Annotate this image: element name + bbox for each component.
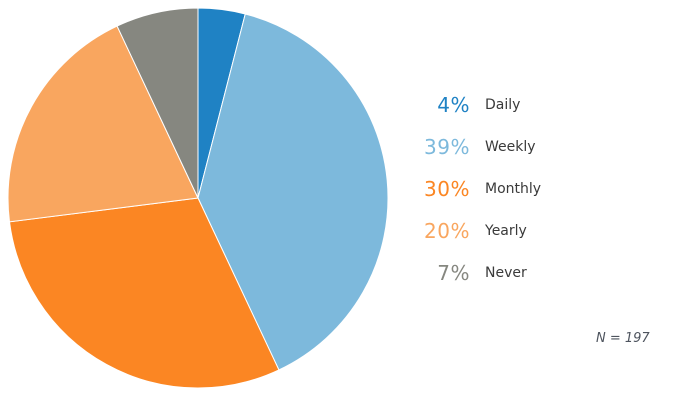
legend-label: Monthly bbox=[485, 181, 542, 197]
pie-slice-monthly bbox=[8, 197, 280, 389]
legend-label: Yearly bbox=[485, 223, 527, 239]
pie-slice-never bbox=[116, 7, 199, 199]
legend-label: Never bbox=[485, 265, 527, 281]
pie-chart bbox=[7, 7, 389, 389]
pie-slice-yearly bbox=[7, 25, 199, 223]
pie-slice-weekly bbox=[197, 13, 389, 371]
legend-item: 39% Weekly bbox=[400, 126, 541, 168]
sample-size-note: N = 197 bbox=[596, 331, 650, 346]
legend-item: 30% Monthly bbox=[400, 168, 541, 210]
legend-percent: 4% bbox=[437, 93, 470, 117]
legend: 4% Daily 39% Weekly 30% Monthly 20% Year… bbox=[400, 84, 541, 294]
legend-percent: 30% bbox=[424, 177, 470, 201]
legend-item: 7% Never bbox=[400, 252, 541, 294]
legend-label: Daily bbox=[485, 97, 521, 113]
legend-percent: 39% bbox=[424, 135, 470, 159]
legend-label: Weekly bbox=[485, 139, 536, 155]
legend-item: 20% Yearly bbox=[400, 210, 541, 252]
legend-percent: 20% bbox=[424, 219, 470, 243]
legend-item: 4% Daily bbox=[400, 84, 541, 126]
legend-percent: 7% bbox=[437, 261, 470, 285]
